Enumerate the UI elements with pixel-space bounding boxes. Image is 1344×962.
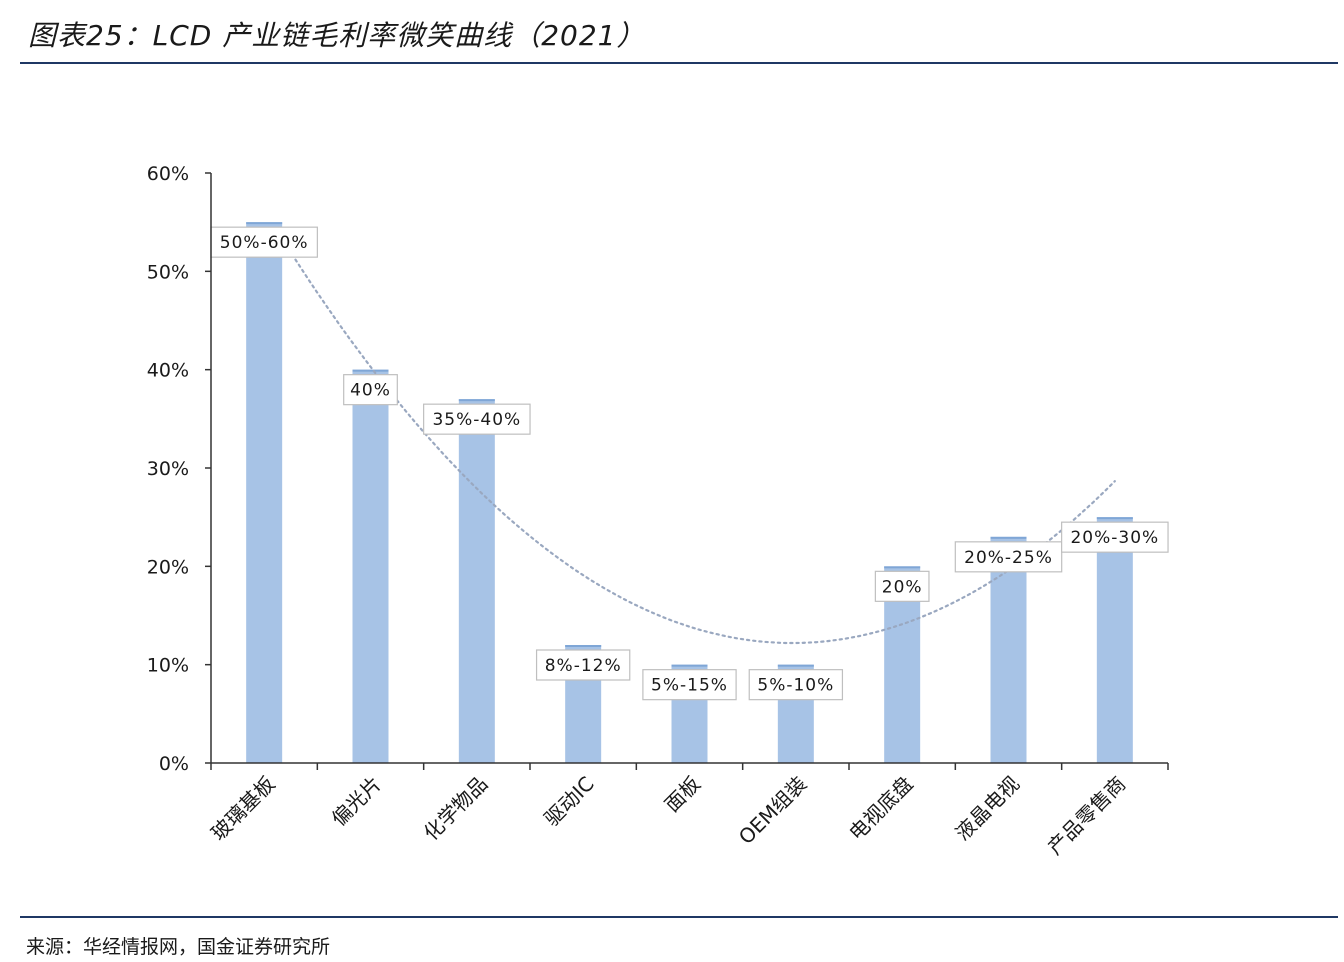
bar [1096, 517, 1133, 763]
data-label-box [874, 570, 930, 602]
bar-top-edge [246, 222, 283, 225]
bar-top-edge [565, 645, 602, 647]
bar [246, 222, 283, 763]
data-label-box [343, 374, 398, 406]
y-tick-label: 20% [147, 556, 189, 578]
data-label-box [423, 403, 531, 435]
bar [458, 399, 495, 763]
y-tick-label: 10% [147, 655, 189, 677]
x-tick-label: 产品零售商 [1043, 772, 1131, 860]
x-tick-label: 面板 [660, 772, 705, 817]
data-label-box [748, 669, 844, 701]
x-tick-label: 驱动IC [539, 772, 598, 831]
x-tick-label: 液晶电视 [950, 772, 1024, 846]
data-label: 40% [350, 381, 391, 401]
data-label: 20%-25% [964, 548, 1053, 568]
data-label: 20% [882, 577, 923, 597]
data-label-box [1061, 521, 1169, 553]
bar-top-edge [352, 369, 389, 372]
data-label-box [642, 669, 737, 701]
x-tick-label: 玻璃基板 [206, 772, 280, 846]
x-tick-label: OEM组装 [734, 772, 812, 850]
page-title: 图表25：LCD 产业链毛利率微笑曲线（2021） [28, 19, 646, 52]
data-label-box [535, 649, 631, 681]
y-tick-label: 0% [159, 753, 189, 775]
x-tick-label: 电视底盘 [844, 772, 918, 846]
source-note: 来源：华经情报网，国金证券研究所 [26, 936, 331, 958]
y-tick-label: 40% [147, 360, 189, 382]
data-label: 35%-40% [432, 410, 521, 430]
bar-top-edge [777, 664, 814, 667]
x-tick-label: 偏光片 [327, 772, 386, 831]
bar [352, 369, 389, 763]
x-tick-label: 化学物品 [419, 772, 493, 846]
top-divider [20, 62, 1338, 64]
bar-top-edge [671, 664, 708, 667]
bottom-divider [20, 916, 1338, 918]
chart-header: 图表25：LCD 产业链毛利率微笑曲线（2021） [0, 0, 1344, 66]
data-label: 5%-15% [651, 676, 728, 696]
y-tick-label: 60% [147, 163, 189, 185]
bar [990, 536, 1027, 763]
data-label-box [954, 541, 1063, 573]
bar-top-edge [990, 536, 1027, 539]
bar-top-edge [884, 566, 921, 569]
data-labels-group: 50%-60% 40% 35%-40% 8%-12% 5%-15% 5%-10% 20% 20… [210, 226, 1169, 701]
data-label: 8%-12% [545, 656, 622, 676]
data-label: 20%-30% [1070, 528, 1159, 548]
y-tick-label: 50% [147, 261, 189, 283]
data-label: 5%-10% [757, 676, 834, 696]
y-tick-label: 30% [147, 458, 189, 480]
bar-top-edge [458, 399, 495, 402]
trendline [284, 242, 1116, 645]
data-label: 50%-60% [220, 233, 309, 253]
bar-top-edge [1096, 517, 1133, 520]
